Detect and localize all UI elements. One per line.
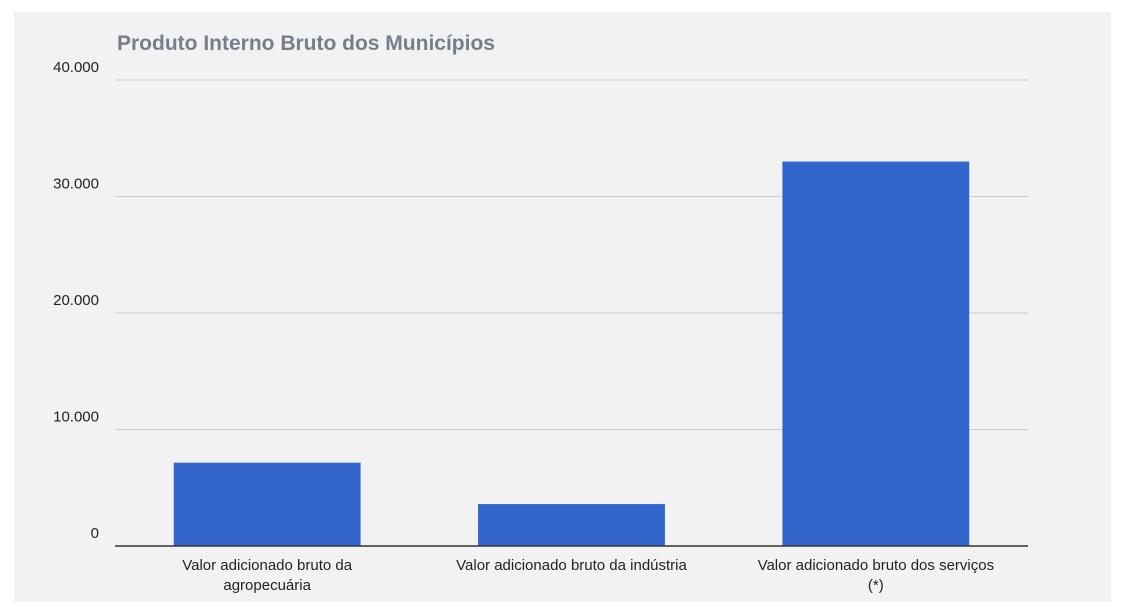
x-tick-label: Valor adicionado bruto dos serviços (*)	[757, 557, 995, 594]
bar	[782, 161, 970, 547]
bar	[478, 504, 665, 546]
y-tick-label: 30.000	[53, 175, 99, 192]
y-tick-label: 10.000	[53, 408, 99, 425]
x-tick-label: Valor adicionado bruto da indústria	[456, 557, 687, 574]
y-tick-label: 40.000	[53, 59, 99, 76]
y-tick-label: 20.000	[53, 292, 99, 309]
y-tick-label: 0	[91, 525, 99, 542]
bar	[173, 462, 361, 546]
x-tick-label: Valor adicionado bruto da agropecuária	[182, 557, 353, 594]
chart-title: Produto Interno Bruto dos Municípios	[117, 32, 495, 55]
